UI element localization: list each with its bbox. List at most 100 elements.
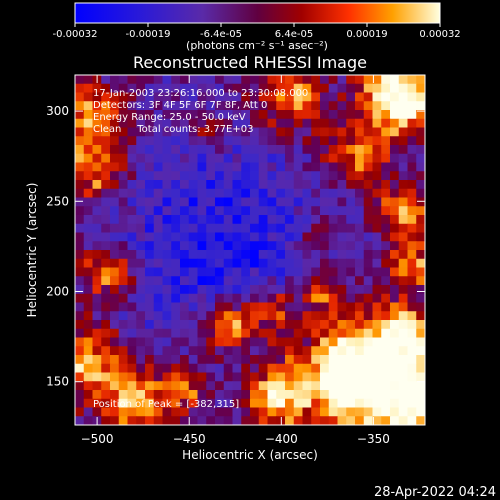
annotation-detectors: Detectors: 3F 4F 5F 6F 7F 8F, Att 0 bbox=[93, 100, 267, 111]
heatmap-cell bbox=[398, 171, 408, 181]
heatmap-cell bbox=[180, 92, 190, 102]
heatmap-cell bbox=[145, 145, 155, 155]
heatmap-cell bbox=[285, 285, 295, 295]
heatmap-cell bbox=[223, 110, 233, 120]
heatmap-cell bbox=[328, 407, 338, 417]
heatmap-cell bbox=[75, 118, 85, 128]
heatmap-cell bbox=[110, 145, 120, 155]
heatmap-cell bbox=[363, 302, 373, 312]
heatmap-cell bbox=[390, 302, 400, 312]
heatmap-cell bbox=[162, 372, 172, 382]
heatmap-cell bbox=[215, 241, 225, 251]
heatmap-cell bbox=[381, 127, 391, 137]
heatmap-cell bbox=[293, 83, 303, 93]
heatmap-cell bbox=[398, 127, 408, 137]
heatmap-cell bbox=[118, 223, 128, 233]
heatmap-cell bbox=[293, 127, 303, 137]
heatmap-cell bbox=[398, 285, 408, 295]
heatmap-cell bbox=[101, 101, 111, 111]
heatmap-cell bbox=[416, 337, 426, 347]
heatmap-cell bbox=[320, 188, 330, 198]
heatmap-cell bbox=[320, 241, 330, 251]
heatmap-cell bbox=[83, 381, 93, 391]
heatmap-cell bbox=[311, 223, 321, 233]
colorbar-gradient bbox=[74, 2, 441, 24]
heatmap-cell bbox=[302, 206, 312, 216]
heatmap-cell bbox=[355, 232, 365, 242]
heatmap-cell bbox=[363, 101, 373, 111]
heatmap-cell bbox=[320, 320, 330, 330]
heatmap-cell bbox=[250, 197, 260, 207]
heatmap-cell bbox=[101, 180, 111, 190]
heatmap-cell bbox=[83, 285, 93, 295]
heatmap-cell bbox=[241, 337, 251, 347]
heatmap-cell bbox=[381, 153, 391, 163]
heatmap-cell bbox=[153, 276, 163, 286]
heatmap-cell bbox=[83, 258, 93, 268]
heatmap-cell bbox=[258, 118, 268, 128]
heatmap-cell bbox=[180, 206, 190, 216]
heatmap-cell bbox=[302, 311, 312, 321]
heatmap-cell bbox=[398, 320, 408, 330]
heatmap-cell bbox=[398, 206, 408, 216]
heatmap-cell bbox=[285, 75, 295, 85]
heatmap-cell bbox=[127, 328, 137, 338]
heatmap-cell bbox=[250, 127, 260, 137]
heatmap-cell bbox=[180, 223, 190, 233]
heatmap-cell bbox=[381, 407, 391, 417]
heatmap-cell bbox=[311, 180, 321, 190]
heatmap-cell bbox=[127, 381, 137, 391]
heatmap-cell bbox=[241, 355, 251, 365]
heatmap-cell bbox=[381, 83, 391, 93]
heatmap-cell bbox=[276, 363, 286, 373]
heatmap-cell bbox=[311, 320, 321, 330]
heatmap-cell bbox=[355, 180, 365, 190]
heatmap-cell bbox=[311, 118, 321, 128]
heatmap-cell bbox=[223, 355, 233, 365]
colorbar-tick-label: 0.00019 bbox=[346, 29, 387, 40]
heatmap-cell bbox=[118, 75, 128, 85]
heatmap-cell bbox=[127, 355, 137, 365]
heatmap-cell bbox=[355, 293, 365, 303]
heatmap-cell bbox=[101, 276, 111, 286]
heatmap-cell bbox=[416, 390, 426, 400]
heatmap-cell bbox=[188, 381, 198, 391]
heatmap-cell bbox=[390, 328, 400, 338]
heatmap-cell bbox=[293, 372, 303, 382]
heatmap-cell bbox=[153, 372, 163, 382]
heatmap-cell bbox=[188, 136, 198, 146]
heatmap-cell bbox=[293, 241, 303, 251]
heatmap-cell bbox=[302, 188, 312, 198]
heatmap-cell bbox=[101, 232, 111, 242]
heatmap-cell bbox=[250, 258, 260, 268]
heatmap-cell bbox=[83, 372, 93, 382]
heatmap-cell bbox=[276, 398, 286, 408]
heatmap-cell bbox=[398, 258, 408, 268]
heatmap-cell bbox=[258, 398, 268, 408]
heatmap-cell bbox=[311, 311, 321, 321]
heatmap-cell bbox=[337, 267, 347, 277]
heatmap-cell bbox=[110, 215, 120, 225]
heatmap-cell bbox=[180, 136, 190, 146]
heatmap-cell bbox=[127, 285, 137, 295]
heatmap-cell bbox=[328, 145, 338, 155]
heatmap-cell bbox=[311, 302, 321, 312]
heatmap-cell bbox=[337, 223, 347, 233]
heatmap-cell bbox=[188, 127, 198, 137]
x-tick-label: −500 bbox=[81, 432, 114, 446]
heatmap-cell bbox=[372, 250, 382, 260]
heatmap-cell bbox=[267, 407, 277, 417]
heatmap-cell bbox=[346, 285, 356, 295]
heatmap-cell bbox=[390, 355, 400, 365]
heatmap-cell bbox=[320, 136, 330, 146]
heatmap-cell bbox=[101, 320, 111, 330]
heatmap-cell bbox=[276, 390, 286, 400]
heatmap-cell bbox=[346, 180, 356, 190]
heatmap-cell bbox=[232, 110, 242, 120]
heatmap-cell bbox=[328, 127, 338, 137]
heatmap-cell bbox=[110, 355, 120, 365]
heatmap-cell bbox=[355, 276, 365, 286]
heatmap-cell bbox=[258, 92, 268, 102]
heatmap-cell bbox=[180, 110, 190, 120]
heatmap-cell bbox=[136, 293, 146, 303]
